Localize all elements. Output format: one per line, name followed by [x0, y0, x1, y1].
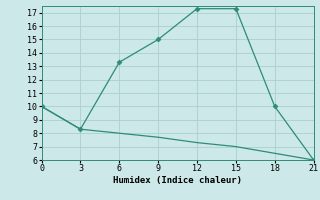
X-axis label: Humidex (Indice chaleur): Humidex (Indice chaleur): [113, 176, 242, 185]
